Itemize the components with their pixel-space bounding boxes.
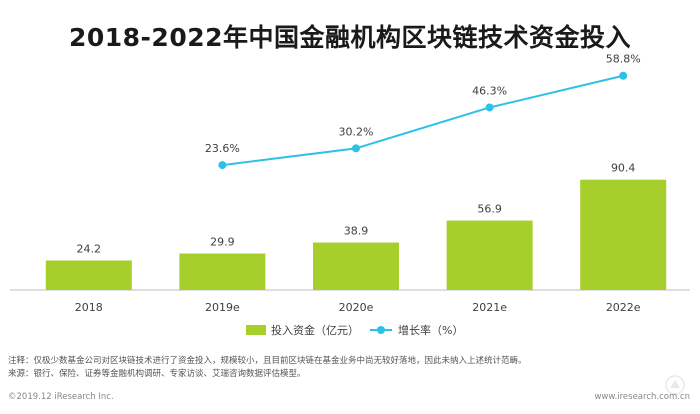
- legend-line-marker: [377, 326, 385, 334]
- growth-value-label: 23.6%: [205, 142, 240, 155]
- growth-rate-line: [222, 74, 624, 167]
- growth-value-label: 58.8%: [606, 53, 641, 66]
- bar-2022e: [580, 179, 667, 290]
- growth-point-2022e: [619, 71, 628, 80]
- note-text: 注释：仅极少数基金公司对区块链技术进行了资金投入，规模较小，且目前区块链在基金业…: [8, 356, 527, 366]
- x-tick-label: 2018: [75, 301, 103, 314]
- legend-bar-swatch: [246, 325, 266, 335]
- x-tick-label: 2021e: [472, 301, 507, 314]
- source-text: 来源：银行、保险、证券等金融机构调研、专家访谈、艾瑞咨询数据评估模型。: [8, 369, 306, 379]
- legend-bar-label: 投入资金（亿元）: [271, 323, 359, 337]
- bar-value-label: 38.9: [344, 225, 369, 238]
- legend-line-label: 增长率（%）: [398, 323, 463, 337]
- growth-point-2020e: [352, 144, 360, 153]
- brand-watermark-icon: [665, 375, 685, 395]
- notes: 注释：仅极少数基金公司对区块链技术进行了资金投入，规模较小，且目前区块链在基金业…: [8, 355, 527, 381]
- growth-point-2021e: [485, 103, 494, 112]
- bar-2021e: [446, 220, 533, 290]
- growth-value-label: 30.2%: [339, 125, 374, 138]
- website: www.iresearch.com.cn: [594, 392, 690, 402]
- bar-value-label: 56.9: [477, 203, 502, 216]
- chart: 24.2 2018 29.9 2019e 38.9 2020e 56.9 2021e 90.4 2…: [10, 53, 690, 337]
- bar-value-label: 29.9: [210, 236, 235, 249]
- bar-value-label: 90.4: [611, 162, 636, 175]
- growth-value-label: 46.3%: [472, 84, 507, 97]
- chart-title: 2018-2022年中国金融机构区块链技术资金投入: [68, 23, 632, 52]
- bar-2018: [45, 260, 132, 290]
- bar-2020e: [313, 242, 399, 290]
- x-tick-label: 2019e: [205, 301, 240, 314]
- x-tick-label: 2022e: [606, 301, 641, 314]
- bar-2019e: [179, 253, 266, 290]
- bar-value-label: 24.2: [77, 242, 102, 255]
- growth-point-2019e: [218, 161, 227, 170]
- copyright: ©2019.12 iResearch Inc.: [8, 392, 114, 402]
- x-tick-label: 2020e: [339, 301, 374, 314]
